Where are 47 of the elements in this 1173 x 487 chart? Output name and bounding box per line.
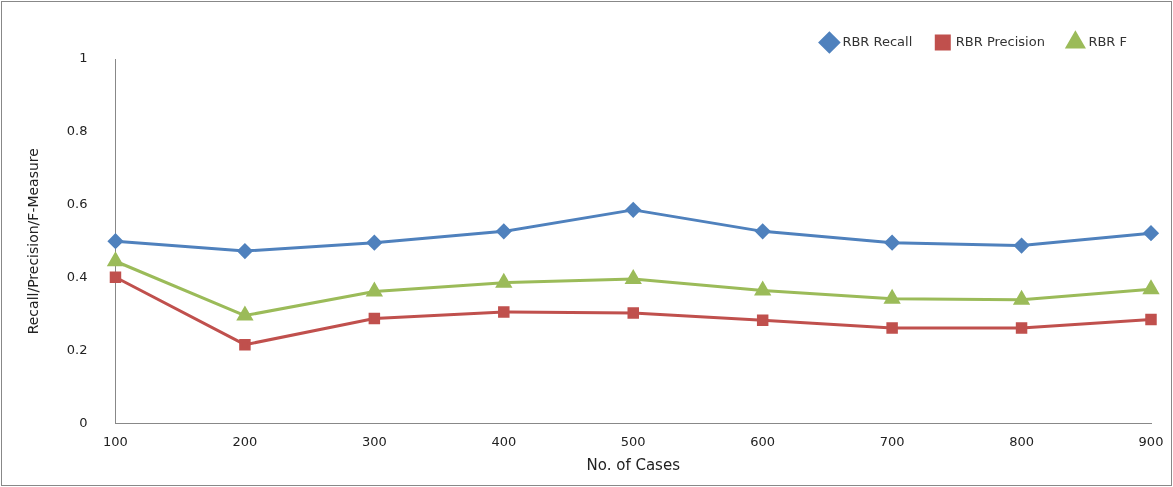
legend-label: RBR Precision — [955, 33, 1045, 49]
point — [1014, 291, 1030, 305]
point — [1143, 280, 1159, 295]
point — [368, 312, 381, 325]
y-tick-label: 0.6 — [66, 196, 88, 212]
point — [237, 243, 253, 259]
legend-label: RBR F — [1088, 33, 1127, 49]
point — [627, 307, 639, 319]
point — [107, 252, 124, 267]
point — [755, 281, 771, 296]
x-tick-label: 400 — [491, 433, 517, 449]
point — [755, 223, 771, 239]
point — [1143, 225, 1159, 241]
x-tick-label: 500 — [620, 433, 646, 449]
y-tick-label: 1 — [79, 50, 88, 66]
point — [625, 202, 641, 218]
x-tick-label: 200 — [232, 433, 258, 449]
point — [1015, 322, 1028, 334]
point — [1145, 313, 1157, 326]
x-tick-label: 300 — [361, 433, 387, 449]
point — [756, 314, 769, 327]
point — [625, 270, 641, 285]
point — [366, 235, 382, 251]
y-axis-title: Recall/Precision/F-Measure — [25, 148, 42, 335]
point — [496, 223, 512, 239]
x-tick-label: 100 — [103, 433, 128, 449]
x-tick-label: 600 — [750, 433, 776, 449]
y-tick-label: 0.2 — [66, 341, 88, 357]
x-tick-label: 800 — [1009, 433, 1034, 449]
legend-label: RBR Recall — [842, 33, 913, 49]
point — [884, 290, 900, 304]
point — [109, 271, 122, 284]
x-axis-title: No. of Cases — [586, 455, 681, 474]
x-tick-label: 700 — [879, 433, 905, 449]
point — [498, 306, 510, 318]
point — [496, 274, 512, 288]
y-tick-label: 0.4 — [66, 269, 88, 285]
point — [237, 307, 253, 321]
y-tick-label: 0 — [79, 414, 88, 430]
point — [886, 322, 898, 334]
point — [366, 282, 382, 297]
x-tick-label: 900 — [1138, 433, 1164, 449]
point — [1014, 238, 1030, 254]
point — [239, 338, 251, 351]
point — [107, 233, 123, 249]
point — [884, 235, 900, 251]
y-tick-label: 0.8 — [66, 123, 88, 139]
